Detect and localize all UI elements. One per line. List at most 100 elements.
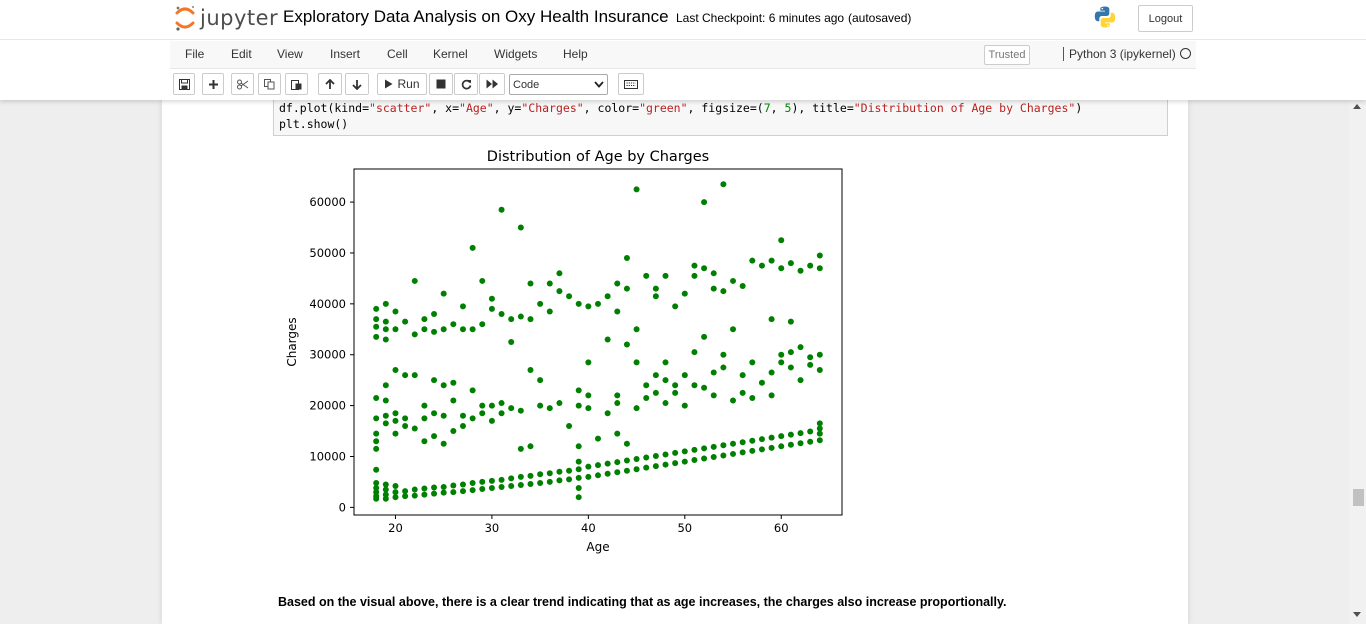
scatter-point: [787, 364, 794, 371]
scatter-point: [662, 451, 669, 458]
restart-button[interactable]: [454, 73, 478, 95]
cut-icon: [236, 79, 248, 89]
scatter-point: [749, 437, 756, 444]
kernel-name[interactable]: Python 3 (ipykernel): [1063, 47, 1176, 61]
scatter-point: [768, 392, 775, 399]
scatter-point: [479, 277, 486, 284]
scatter-point: [710, 443, 717, 450]
save-button[interactable]: [173, 73, 195, 95]
run-button[interactable]: Run: [377, 73, 427, 95]
toolbar: Run Code: [170, 70, 1196, 100]
scatter-point: [498, 206, 505, 213]
trusted-badge[interactable]: Trusted: [984, 45, 1030, 65]
scatter-point: [440, 382, 447, 389]
menu-view[interactable]: View: [277, 47, 303, 61]
copy-button[interactable]: [258, 73, 281, 95]
scatter-point: [614, 392, 621, 399]
scatter-point: [604, 336, 611, 343]
scatter-point: [382, 326, 389, 333]
scatter-point: [421, 485, 428, 492]
scatter-point: [710, 453, 717, 460]
scatter-point: [604, 460, 611, 467]
scatter-point: [633, 456, 640, 463]
scatter-point: [614, 280, 621, 287]
notebook-container: df.plot(kind="scatter", x="Age", y="Char…: [162, 100, 1188, 624]
scatter-point: [585, 405, 592, 412]
scroll-thumb[interactable]: [1353, 489, 1364, 506]
scatter-point: [643, 454, 650, 461]
scatter-point: [633, 326, 640, 333]
scatter-point: [479, 478, 486, 485]
insert-cell-button[interactable]: [202, 73, 224, 95]
scatter-chart: Distribution of Age by Charges 20 30 40 50 6…: [285, 149, 843, 554]
scatter-point: [575, 474, 582, 481]
logout-button[interactable]: Logout: [1138, 5, 1193, 32]
menu-kernel[interactable]: Kernel: [433, 47, 468, 61]
menu-help[interactable]: Help: [563, 47, 588, 61]
notebook-name[interactable]: Exploratory Data Analysis on Oxy Health …: [283, 7, 669, 26]
scatter-point: [450, 397, 457, 404]
scatter-point: [440, 326, 447, 333]
scatter-point: [816, 430, 823, 437]
paste-button[interactable]: [285, 73, 308, 95]
checkpoint-status: Last Checkpoint: 6 minutes ago: [676, 11, 845, 25]
scatter-point: [768, 434, 775, 441]
scatter-point: [575, 494, 582, 501]
page-scrollbar[interactable]: [1349, 100, 1366, 624]
scatter-point: [459, 488, 466, 495]
scatter-point: [527, 472, 534, 479]
move-up-button[interactable]: [318, 73, 342, 95]
scatter-point: [720, 351, 727, 358]
scatter-point: [440, 489, 447, 496]
scatter-point: [787, 441, 794, 448]
run-label: Run: [397, 77, 420, 91]
scatter-point: [392, 430, 399, 437]
cut-button[interactable]: [231, 73, 254, 95]
scatter-point: [373, 430, 380, 437]
plot-frame: [353, 168, 843, 516]
scatter-point: [778, 265, 785, 272]
scatter-point: [710, 392, 717, 399]
scatter-point: [614, 308, 621, 315]
scatter-point: [633, 405, 640, 412]
y-tick-label: 10000: [309, 449, 346, 463]
scatter-point: [556, 270, 563, 277]
menu-widgets[interactable]: Widgets: [494, 47, 538, 61]
x-axis-label: Age: [586, 540, 609, 554]
scatter-point: [382, 481, 389, 488]
scatter-point: [546, 478, 553, 485]
scatter-point: [421, 326, 428, 333]
menu-edit[interactable]: Edit: [231, 47, 252, 61]
restart-run-all-button[interactable]: [479, 73, 505, 95]
jupyter-logo[interactable]: jupyter: [174, 4, 278, 32]
scatter-point: [797, 344, 804, 351]
scatter-point: [546, 308, 553, 315]
x-tick-label: 60: [774, 521, 789, 535]
y-tick-label: 20000: [309, 399, 346, 413]
scroll-down-arrow-icon[interactable]: [1353, 612, 1361, 617]
scatter-point: [575, 300, 582, 307]
cell-type-select[interactable]: Code: [509, 74, 608, 95]
code-cell-input[interactable]: df.plot(kind="scatter", x="Age", y="Char…: [273, 100, 1168, 136]
scatter-point: [816, 420, 823, 427]
move-down-button[interactable]: [345, 73, 369, 95]
menu-insert[interactable]: Insert: [330, 47, 361, 61]
scatter-point: [488, 402, 495, 409]
scatter-point: [595, 300, 601, 307]
scatter-point: [585, 463, 592, 470]
scatter-point: [517, 407, 524, 414]
scatter-point: [662, 461, 669, 468]
scatter-point: [672, 449, 679, 456]
scroll-up-arrow-icon[interactable]: [1353, 104, 1361, 109]
menu-cell[interactable]: Cell: [387, 47, 408, 61]
scatter-point: [575, 443, 582, 450]
scatter-point: [440, 484, 447, 491]
scatter-point: [720, 452, 727, 459]
scatter-point: [787, 260, 794, 267]
scatter-point: [701, 333, 708, 340]
interrupt-button[interactable]: [429, 73, 453, 95]
menu-file[interactable]: File: [185, 47, 205, 61]
command-palette-button[interactable]: [618, 73, 644, 95]
scatter-point: [431, 328, 438, 335]
scatter-point: [488, 477, 495, 484]
